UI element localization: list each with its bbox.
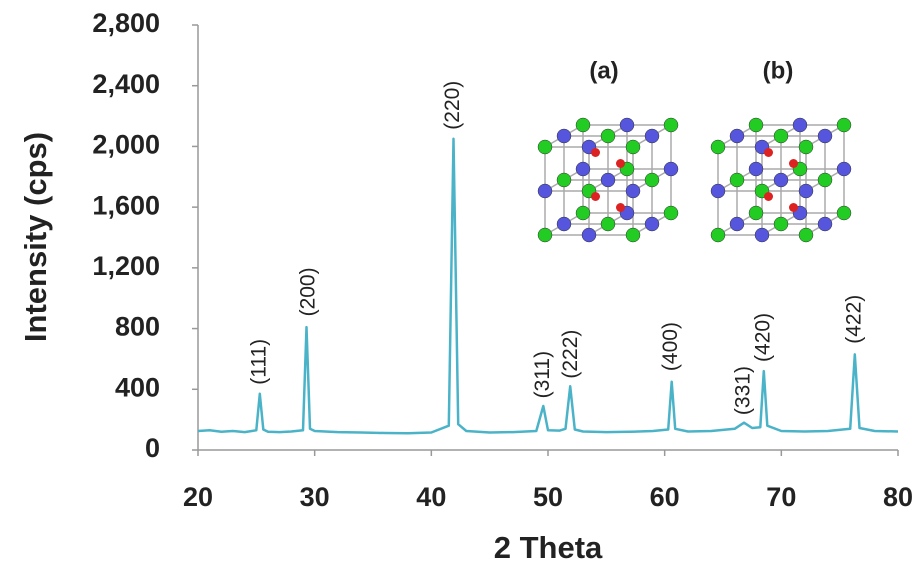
lattice-atom <box>798 183 814 199</box>
lattice-atom <box>644 172 660 188</box>
y-axis-title: Intensity (cps) <box>18 132 53 342</box>
y-tick-label: 400 <box>115 372 160 402</box>
lattice-atom <box>537 139 553 155</box>
lattice-atom <box>556 216 572 232</box>
lattice-atom <box>710 183 726 199</box>
lattice-atom <box>764 192 773 201</box>
lattice-atom <box>789 203 798 212</box>
lattice-atom <box>773 216 789 232</box>
lattice-atom <box>748 161 764 177</box>
lattice-atom <box>798 227 814 243</box>
x-tick-label: 30 <box>300 482 330 512</box>
lattice-atom <box>619 117 635 133</box>
lattice-atom <box>817 128 833 144</box>
lattice-atom <box>600 128 616 144</box>
x-tick-label: 80 <box>883 482 913 512</box>
lattice-atom <box>663 205 679 221</box>
x-tick-label: 70 <box>766 482 796 512</box>
x-tick-label: 20 <box>183 482 213 512</box>
lattice-atom <box>663 161 679 177</box>
peak-label: (200) <box>296 267 319 316</box>
peak-label: (111) <box>247 339 270 385</box>
lattice-atom <box>556 128 572 144</box>
lattice-atom <box>591 192 600 201</box>
lattice-atom <box>644 216 660 232</box>
lattice-atom <box>729 216 745 232</box>
lattice-atom <box>836 161 852 177</box>
lattice-atom <box>710 139 726 155</box>
lattice-atom <box>789 159 798 168</box>
lattice-atom <box>600 172 616 188</box>
x-axis-title: 2 Theta <box>494 530 603 565</box>
x-tick-label: 60 <box>650 482 680 512</box>
lattice-atom <box>729 128 745 144</box>
lattice-atom <box>710 227 726 243</box>
peak-label: (400) <box>659 322 682 371</box>
x-tick-label: 50 <box>533 482 563 512</box>
peak-label: (331) <box>732 366 755 415</box>
lattice-atom <box>616 159 625 168</box>
lattice-atom <box>575 117 591 133</box>
peak-label: (422) <box>842 295 865 344</box>
y-tick-label: 2,000 <box>92 130 160 160</box>
peak-label: (220) <box>441 81 464 130</box>
lattice-atom <box>537 227 553 243</box>
lattice-atom <box>836 117 852 133</box>
lattice-atom <box>773 172 789 188</box>
lattice-atom <box>625 183 641 199</box>
lattice-atom <box>600 216 616 232</box>
lattice-atom <box>575 205 591 221</box>
lattice-atom <box>836 205 852 221</box>
lattice-atom <box>591 148 600 157</box>
data-line <box>197 137 899 435</box>
peak-label: (311) <box>531 351 554 398</box>
y-tick-label: 1,600 <box>92 190 160 220</box>
peak-label: (420) <box>751 313 774 362</box>
lattice-atom <box>556 172 572 188</box>
lattice-atom <box>729 172 745 188</box>
lattice-atom <box>625 139 641 155</box>
lattice-atom <box>663 117 679 133</box>
lattice-atom <box>764 148 773 157</box>
lattice-atom <box>792 117 808 133</box>
lattice-atom <box>817 216 833 232</box>
lattice-atom <box>798 139 814 155</box>
y-tick-label: 2,800 <box>92 8 160 38</box>
lattice-atom <box>748 205 764 221</box>
y-tick-label: 2,400 <box>92 69 160 99</box>
lattice-atom <box>537 183 553 199</box>
inset-label: (b) <box>763 57 794 84</box>
lattice-atom <box>575 161 591 177</box>
lattice-atom <box>748 117 764 133</box>
lattice-atom <box>817 172 833 188</box>
y-tick-label: 0 <box>145 433 160 463</box>
lattice-atom <box>644 128 660 144</box>
lattice-atom <box>616 203 625 212</box>
inset-label: (a) <box>589 57 618 84</box>
y-tick-label: 1,200 <box>92 251 160 281</box>
lattice-atom <box>581 227 597 243</box>
y-tick-label: 800 <box>115 312 160 342</box>
x-tick-label: 40 <box>416 482 446 512</box>
lattice-atom <box>773 128 789 144</box>
lattice-atom <box>625 227 641 243</box>
lattice-atom <box>754 227 770 243</box>
peak-label: (222) <box>559 330 582 379</box>
